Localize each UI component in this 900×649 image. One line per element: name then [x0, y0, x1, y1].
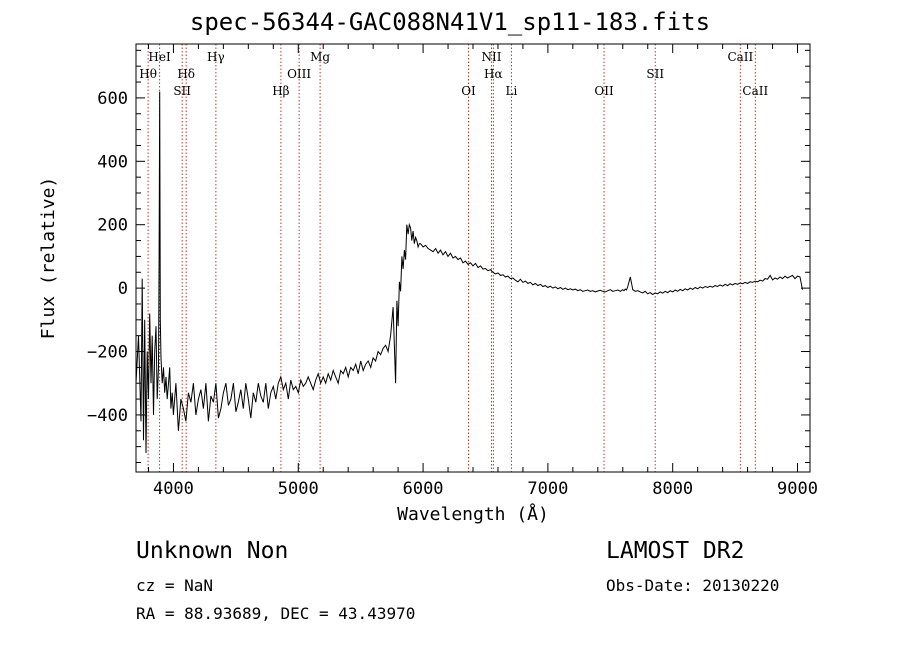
spectral-line-label: OII	[594, 84, 614, 98]
y-tick-label: 600	[97, 89, 128, 109]
spectral-line-label: SII	[646, 67, 664, 81]
spectral-line-label: Mg	[310, 50, 330, 64]
axis-ticks: 4000 5000 6000 7000 8000 9000 −400 −200 0 200 400 6…	[87, 44, 818, 499]
redshift-cz-text: cz = NaN	[136, 576, 214, 595]
spectral-line-label: Hγ	[207, 50, 225, 64]
spectral-line-label: Hβ	[272, 84, 289, 98]
y-axis-title: Flux (relative)	[38, 177, 59, 340]
observation-date: Obs-Date: 20130220	[606, 576, 780, 595]
y-tick-label: 200	[97, 216, 128, 236]
spectral-line-label: CaII	[742, 84, 768, 98]
chart-title: spec-56344-GAC088N41V1_sp11-183.fits	[189, 8, 711, 36]
x-tick-label: 4000	[153, 479, 194, 499]
survey-name: LAMOST DR2	[606, 538, 745, 564]
spectral-line-label: SII	[173, 84, 191, 98]
y-tick-label: −200	[87, 343, 128, 363]
spectral-line-label: CaII	[727, 50, 753, 64]
spectral-line-label: NII	[481, 50, 501, 64]
x-tick-label: 9000	[777, 479, 818, 499]
spectral-line-label: Hθ	[139, 67, 157, 81]
spectral-line-label: OI	[461, 84, 476, 98]
y-tick-label: 400	[97, 152, 128, 172]
spectral-line-label: Hα	[484, 67, 503, 81]
classification-text: Unknown Non	[136, 538, 289, 564]
spectral-line-label: HeI	[148, 50, 171, 64]
spectral-line-label: OIII	[287, 67, 311, 81]
x-tick-label: 8000	[652, 479, 693, 499]
x-tick-label: 7000	[527, 479, 568, 499]
y-tick-label: 0	[118, 279, 128, 299]
spectral-line-label: Hδ	[177, 67, 195, 81]
spectral-line-label: Li	[506, 84, 518, 98]
x-axis-title: Wavelength (Å)	[397, 503, 549, 525]
x-tick-label: 6000	[403, 479, 444, 499]
spectrum-series-line	[135, 91, 803, 454]
x-tick-label: 5000	[278, 479, 319, 499]
coordinates-text: RA = 88.93689, DEC = 43.43970	[136, 604, 416, 623]
y-tick-label: −400	[87, 406, 128, 426]
